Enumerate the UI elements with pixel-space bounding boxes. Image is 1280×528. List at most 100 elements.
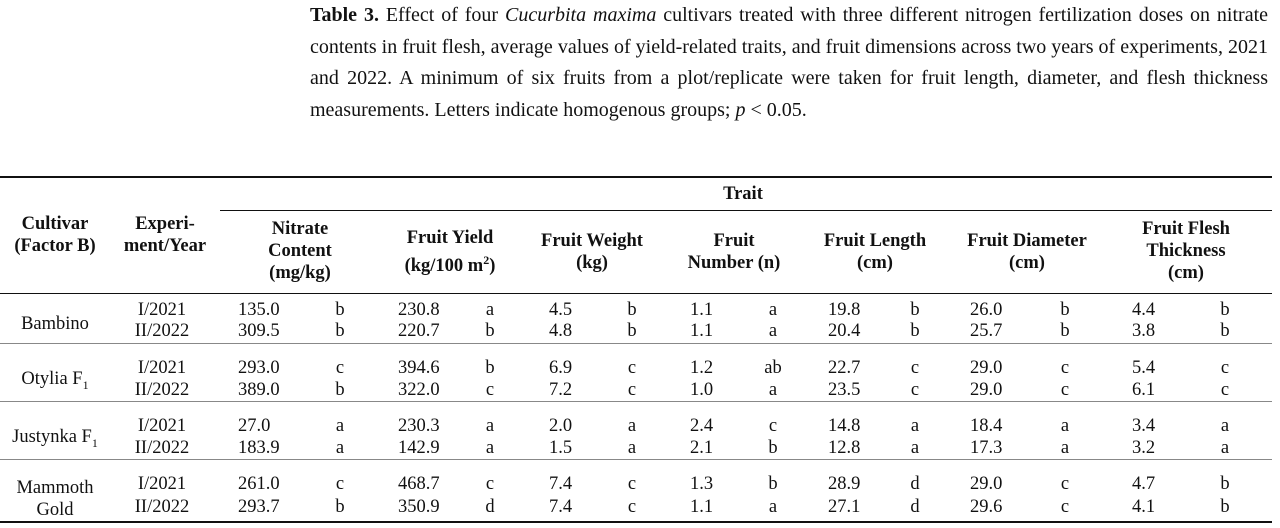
group-letter: c: [485, 474, 495, 494]
header-line: (cm): [1009, 253, 1045, 273]
experiment-year: II/2022: [134, 497, 190, 517]
trait-column-header: Fruit Diameter (cm): [947, 230, 1107, 274]
experiment-year: II/2022: [134, 438, 190, 458]
caption-text: Effect of four: [378, 4, 505, 26]
group-letter: c: [1220, 358, 1230, 378]
trait-value: 3.4: [1132, 416, 1156, 436]
trait-value: 4.5: [549, 300, 573, 320]
trait-value: 230.3: [398, 416, 440, 436]
trait-value: 220.7: [398, 321, 440, 341]
trait-value: 261.0: [238, 474, 280, 494]
header-line: (cm): [857, 253, 893, 273]
cultivar-sub: 1: [91, 435, 98, 450]
trait-value: 1.1: [690, 300, 714, 320]
trait-value: 6.1: [1132, 380, 1156, 400]
cultivar-text: Bambino: [21, 313, 89, 334]
trait-value: 1.5: [549, 438, 573, 458]
trait-value: 350.9: [398, 497, 440, 517]
trait-value: 230.8: [398, 300, 440, 320]
trait-value: 29.0: [970, 358, 1003, 378]
group-letter: b: [768, 438, 778, 458]
cultivar-text: Otylia F: [21, 369, 83, 390]
experiment-year: II/2022: [134, 321, 190, 341]
cultivar-text: Mammoth Gold: [16, 477, 94, 520]
header-line: Nitrate: [271, 219, 329, 239]
group-letter: a: [485, 300, 495, 320]
trait-value: 1.3: [690, 474, 714, 494]
trait-column-header: Fruit Number (n): [654, 230, 814, 274]
trait-column-header: Fruit Weight (kg): [512, 230, 672, 274]
group-letter: a: [1220, 416, 1230, 436]
header-line: Thickness: [1146, 241, 1226, 261]
group-letter: b: [1220, 474, 1230, 494]
group-letter: a: [485, 416, 495, 436]
caption: Table 3. Effect of four Cucurbita maxima…: [310, 0, 1268, 126]
trait-value: 142.9: [398, 438, 440, 458]
group-letter: a: [1220, 438, 1230, 458]
group-letter: a: [768, 380, 778, 400]
group-letter: d: [910, 497, 920, 517]
trait-value: 293.7: [238, 497, 280, 517]
header-line: Fruit: [713, 231, 755, 251]
group-letter: d: [910, 474, 920, 494]
trait-header: Trait: [723, 184, 763, 204]
group-letter: b: [627, 300, 637, 320]
trait-value: 29.0: [970, 474, 1003, 494]
header-line: (kg/100 m2): [370, 249, 530, 277]
trait-value: 27.0: [238, 416, 271, 436]
trait-value: 18.4: [970, 416, 1003, 436]
group-letter: b: [335, 300, 345, 320]
header-rule: [0, 293, 1272, 294]
group-letter: c: [910, 358, 920, 378]
cultivar-name: Bambino: [1, 313, 109, 335]
cultivar-name: Mammoth Gold: [1, 477, 109, 521]
trait-value: 14.8: [828, 416, 861, 436]
group-letter: b: [910, 321, 920, 341]
cultivar-name: Justynka F1: [1, 426, 109, 454]
trait-value: 468.7: [398, 474, 440, 494]
group-letter: a: [910, 438, 920, 458]
trait-value: 1.1: [690, 321, 714, 341]
group-letter: c: [627, 380, 637, 400]
trait-value: 7.4: [549, 474, 573, 494]
group-letter: b: [335, 497, 345, 517]
group-letter: b: [1220, 497, 1230, 517]
trait-column-header: Nitrate Content (mg/kg): [220, 218, 380, 284]
group-letter: c: [1060, 497, 1070, 517]
header-line: Cultivar: [21, 214, 89, 234]
header-line: Fruit Weight: [541, 231, 643, 251]
group-letter: a: [627, 416, 637, 436]
trait-value: 19.8: [828, 300, 861, 320]
trait-column-header: Fruit Yield (kg/100 m2): [370, 227, 530, 277]
group-letter: b: [1060, 321, 1070, 341]
group-letter: c: [1060, 474, 1070, 494]
group-letter: a: [335, 438, 345, 458]
group-letter: b: [1060, 300, 1070, 320]
trait-value: 26.0: [970, 300, 1003, 320]
group-letter: a: [1060, 416, 1070, 436]
header-line: Experi-: [135, 214, 195, 234]
group-letter: c: [1220, 380, 1230, 400]
trait-value: 309.5: [238, 321, 280, 341]
group-letter: b: [335, 321, 345, 341]
group-letter: ab: [764, 358, 782, 378]
group-letter: c: [485, 380, 495, 400]
header-line: Fruit Diameter: [967, 231, 1087, 251]
experiment-year: I/2021: [137, 416, 187, 436]
header-sup: 2: [483, 252, 490, 267]
trait-value: 3.8: [1132, 321, 1156, 341]
trait-value: 27.1: [828, 497, 861, 517]
experiment-year: II/2022: [134, 380, 190, 400]
trait-rule: [220, 210, 1272, 211]
trait-value: 25.7: [970, 321, 1003, 341]
group-letter: b: [910, 300, 920, 320]
group-letter: a: [768, 321, 778, 341]
trait-value: 322.0: [398, 380, 440, 400]
trait-value: 29.0: [970, 380, 1003, 400]
experiment-header: Experi-ment/Year: [110, 213, 220, 257]
group-letter: a: [627, 438, 637, 458]
group-letter: c: [627, 474, 637, 494]
group-letter: b: [485, 358, 495, 378]
group-letter: b: [627, 321, 637, 341]
